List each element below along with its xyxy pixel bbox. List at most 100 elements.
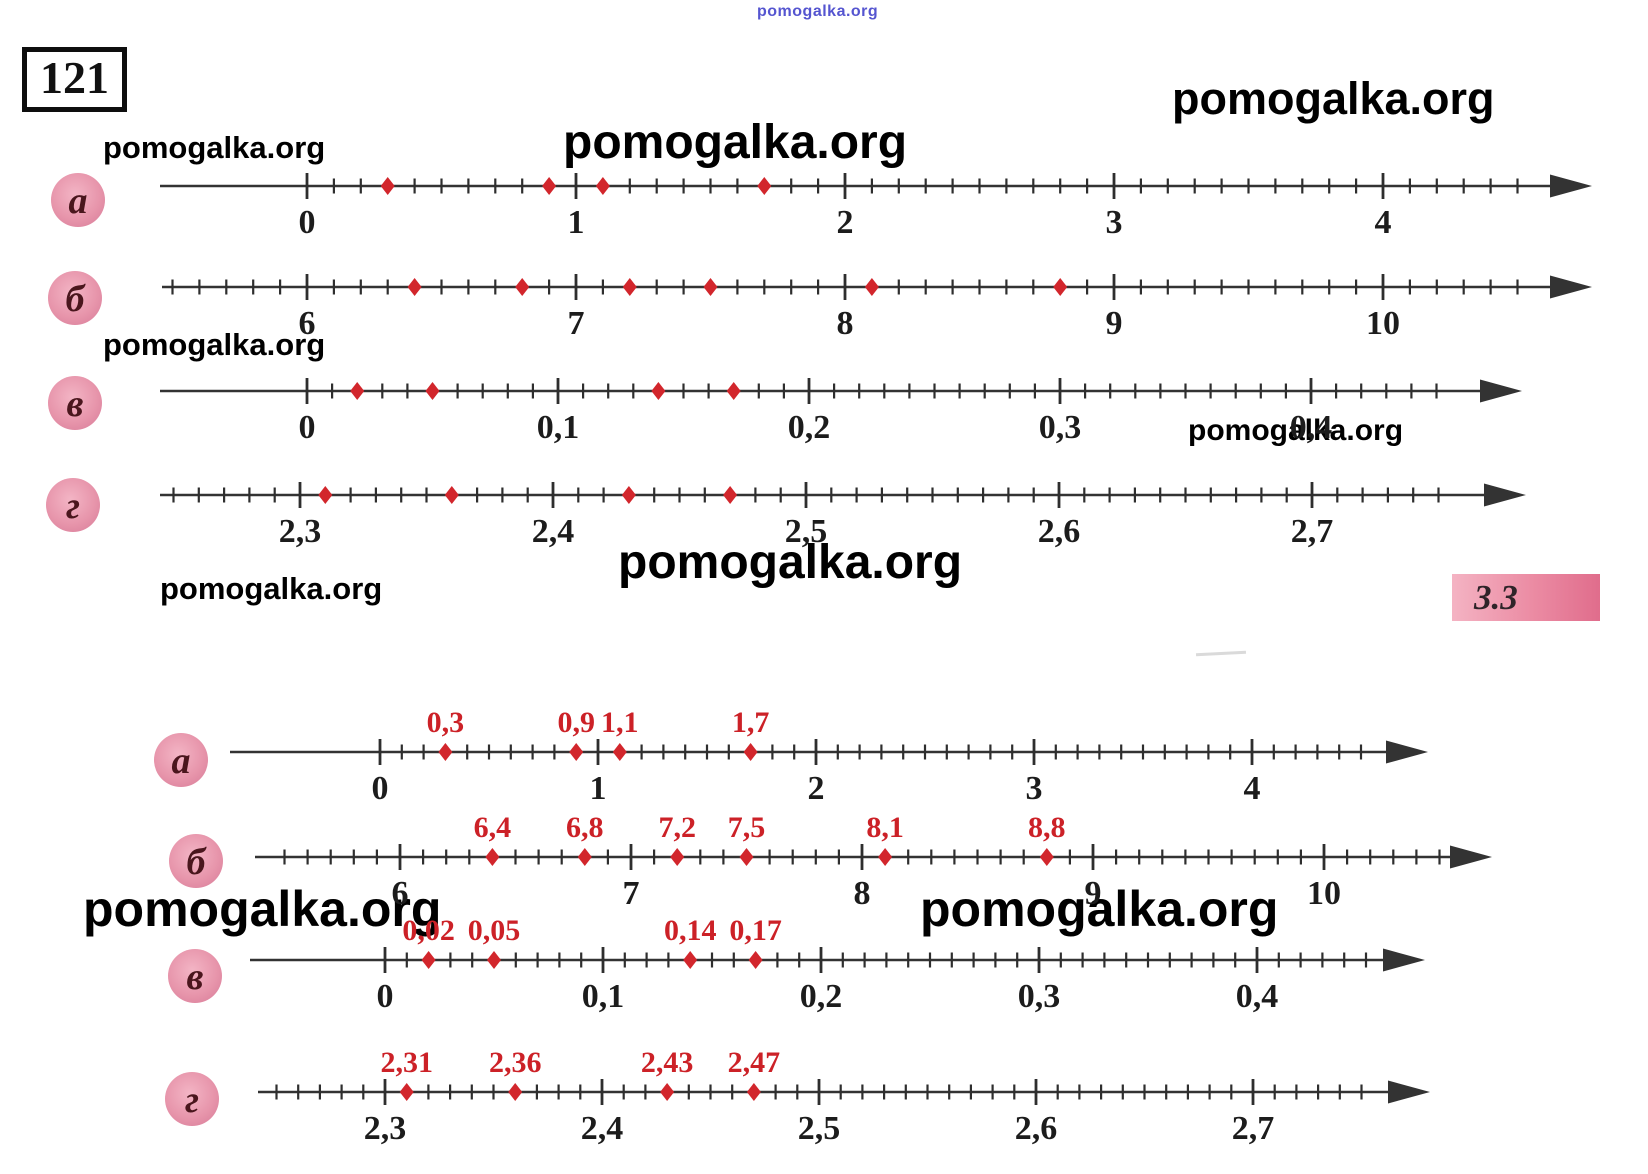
tick-label: 7 xyxy=(623,875,640,912)
point-marker xyxy=(612,743,627,761)
arrowhead-icon xyxy=(1388,1080,1430,1104)
point-value-label: 2,43 xyxy=(641,1046,694,1079)
tick-label: 2,3 xyxy=(364,1110,407,1147)
point-marker xyxy=(425,382,440,400)
ticks xyxy=(172,482,1440,508)
tick-label: 8 xyxy=(837,305,854,342)
tick-label: 2,6 xyxy=(1015,1110,1058,1147)
number-line-bottom-a: а 0 1 2 3 4 0,3 0,9 1,1 1,7 xyxy=(154,706,1428,807)
line-letter: б xyxy=(66,278,87,320)
number-line-top-b: б 6 7 8 9 10 xyxy=(48,271,1592,342)
tick-label: 0,2 xyxy=(800,978,843,1015)
watermark: pomogalka.org xyxy=(83,881,442,937)
tick-label: 2,3 xyxy=(279,513,322,550)
point-marker xyxy=(399,1083,414,1101)
tick-label: 0 xyxy=(299,204,316,241)
tick-label: 2,5 xyxy=(785,513,828,550)
tick-label: 0,4 xyxy=(1290,409,1333,446)
number-line-bottom-b: б 6 7 8 9 10 6,4 6,8 7,2 7,5 8,1 8,8 xyxy=(169,811,1492,912)
line-letter-badge: б xyxy=(169,834,223,888)
point-value-label: 6,4 xyxy=(474,811,512,844)
point-value-label: 0,05 xyxy=(468,914,521,947)
tick-label: 0,2 xyxy=(788,409,831,446)
point-marker xyxy=(350,382,365,400)
tick-label: 2,6 xyxy=(1038,513,1081,550)
tick-label: 2 xyxy=(837,204,854,241)
point-marker xyxy=(487,951,501,969)
point-value-label: 6,8 xyxy=(566,811,604,844)
tick-label: 3 xyxy=(1106,204,1123,241)
point-marker xyxy=(621,486,636,504)
line-letter-badge: а xyxy=(154,733,208,787)
point-value-label: 2,31 xyxy=(380,1046,433,1079)
point-marker xyxy=(595,177,610,195)
point-value-label: 0,3 xyxy=(427,706,465,739)
watermark: pomogalka.org xyxy=(920,881,1279,937)
tick-label: 0,3 xyxy=(1018,978,1061,1015)
arrowhead-icon xyxy=(1386,740,1428,764)
line-letter-badge: б xyxy=(48,271,102,325)
point-value-label: 7,5 xyxy=(728,811,766,844)
line-letter: в xyxy=(67,383,84,425)
point-marker xyxy=(438,743,453,761)
point-marker xyxy=(485,848,500,866)
tick-label: 8 xyxy=(854,875,871,912)
tick-label: 6 xyxy=(299,305,316,342)
number-line-top-g: г 2,3 2,4 2,5 2,6 2,7 xyxy=(46,478,1526,550)
arrowhead-icon xyxy=(1450,845,1492,869)
point-value-label: 1,7 xyxy=(732,706,770,739)
arrowhead-icon xyxy=(1550,275,1592,299)
tick-label: 2,4 xyxy=(532,513,575,550)
line-letter: г xyxy=(66,485,80,527)
point-value-label: 2,36 xyxy=(489,1046,542,1079)
point-marker xyxy=(746,1083,761,1101)
tick-label: 7 xyxy=(568,305,585,342)
watermark: pomogalka.org xyxy=(103,130,326,165)
arrowhead-icon xyxy=(1480,379,1522,403)
watermark: pomogalka.org xyxy=(1188,414,1404,447)
problem-number-box: 121 xyxy=(22,47,127,112)
tick-label: 0 xyxy=(377,978,394,1015)
section-badge: 3.3 xyxy=(1452,574,1600,621)
point-marker xyxy=(651,382,666,400)
point-marker xyxy=(515,278,530,296)
ticks xyxy=(383,947,1368,973)
point-marker xyxy=(407,278,422,296)
line-letter: а xyxy=(172,740,191,782)
tick-label: 1 xyxy=(568,204,585,241)
point-value-label: 0,9 xyxy=(557,706,595,739)
line-letter: а xyxy=(69,180,88,222)
line-letter-badge: в xyxy=(48,376,102,430)
point-marker xyxy=(726,382,741,400)
point-marker xyxy=(1039,848,1054,866)
point-value-label: 8,1 xyxy=(866,811,904,844)
line-letter-badge: в xyxy=(168,949,222,1003)
tick-label: 2,7 xyxy=(1291,513,1334,550)
line-letter: б xyxy=(187,841,208,883)
number-line-top-v: в 0 0,1 0,2 0,3 0,4 xyxy=(48,376,1522,446)
tick-label: 0,1 xyxy=(582,978,625,1015)
point-value-label: 0,17 xyxy=(729,914,782,947)
point-marker xyxy=(878,848,893,866)
line-letter-badge: г xyxy=(165,1072,219,1126)
arrowhead-icon xyxy=(1484,483,1526,507)
watermark: pomogalka.org xyxy=(160,571,383,606)
point-value-label: 0,14 xyxy=(664,914,717,947)
point-marker xyxy=(1053,278,1068,296)
point-value-label: 2,47 xyxy=(728,1046,781,1079)
tick-label: 2,7 xyxy=(1232,1110,1275,1147)
problem-number: 121 xyxy=(40,52,109,103)
line-letter: г xyxy=(185,1079,199,1121)
point-value-label: 0,02 xyxy=(402,914,455,947)
point-marker xyxy=(683,951,698,969)
line-letter: в xyxy=(187,956,204,998)
tick-label: 4 xyxy=(1375,204,1392,241)
arrowhead-icon xyxy=(1383,948,1425,972)
point-marker xyxy=(622,278,637,296)
point-marker xyxy=(670,848,685,866)
point-marker xyxy=(444,486,459,504)
tick-label: 4 xyxy=(1244,770,1261,807)
tick-label: 10 xyxy=(1366,305,1400,342)
